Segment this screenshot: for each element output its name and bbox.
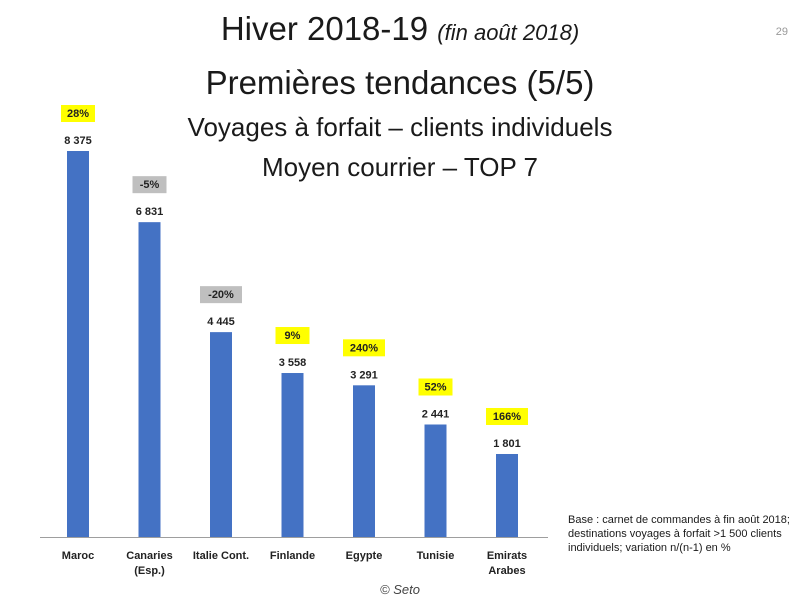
variation-badge	[132, 176, 167, 194]
chart-title: Hiver 2018-19 (fin août 2018)	[0, 10, 800, 48]
title-main: Hiver 2018-19	[220, 10, 429, 47]
credit: © Seto	[380, 582, 420, 597]
category-label: Egypte	[346, 550, 383, 562]
bar	[496, 453, 518, 537]
variation-label: 166%	[493, 411, 521, 423]
value-label: 2 441	[422, 408, 450, 420]
variation-label: 28%	[67, 108, 89, 120]
variation-label: -5%	[140, 179, 160, 191]
chart-subtitle: Premières tendances (5/5)	[205, 64, 595, 101]
variation-label: -20%	[208, 289, 234, 301]
value-label: 3 558	[279, 357, 307, 369]
bar	[353, 385, 375, 537]
chart-subtitle-line4: Moyen courrier – TOP 7	[261, 152, 539, 182]
bar	[67, 151, 89, 537]
category-label: Emirats	[487, 550, 527, 562]
category-label: Canaries	[126, 550, 172, 562]
category-label: Tunisie	[417, 550, 455, 562]
category-label: Arabes	[488, 565, 525, 577]
bar	[424, 424, 447, 537]
bar	[281, 373, 304, 537]
variation-badge	[61, 105, 95, 122]
bar	[138, 222, 161, 537]
page-number: 29	[775, 26, 788, 38]
category-label: (Esp.)	[134, 565, 165, 577]
variation-badge	[486, 407, 528, 425]
variation-badge	[275, 327, 310, 345]
variation-label: 52%	[424, 381, 446, 393]
value-label: 8 375	[64, 135, 92, 147]
variation-label: 9%	[285, 330, 301, 342]
variation-label: 240%	[350, 342, 378, 354]
chart-subtitle-line3: Voyages à forfait – clients individuels	[187, 112, 613, 142]
value-label: 1 801	[493, 438, 521, 450]
base-note: Base : carnet de commandes à fin août 20…	[568, 514, 790, 554]
title-note: (fin août 2018)	[437, 20, 580, 45]
variation-badge	[418, 378, 453, 396]
value-label: 4 445	[207, 316, 235, 328]
category-label: Italie Cont.	[193, 550, 249, 562]
bar	[210, 332, 232, 537]
category-label: Maroc	[62, 550, 94, 562]
value-label: 3 291	[350, 369, 378, 381]
variation-badge	[200, 286, 242, 304]
variation-badge	[343, 339, 385, 357]
value-label: 6 831	[136, 206, 164, 218]
category-label: Finlande	[270, 550, 315, 562]
